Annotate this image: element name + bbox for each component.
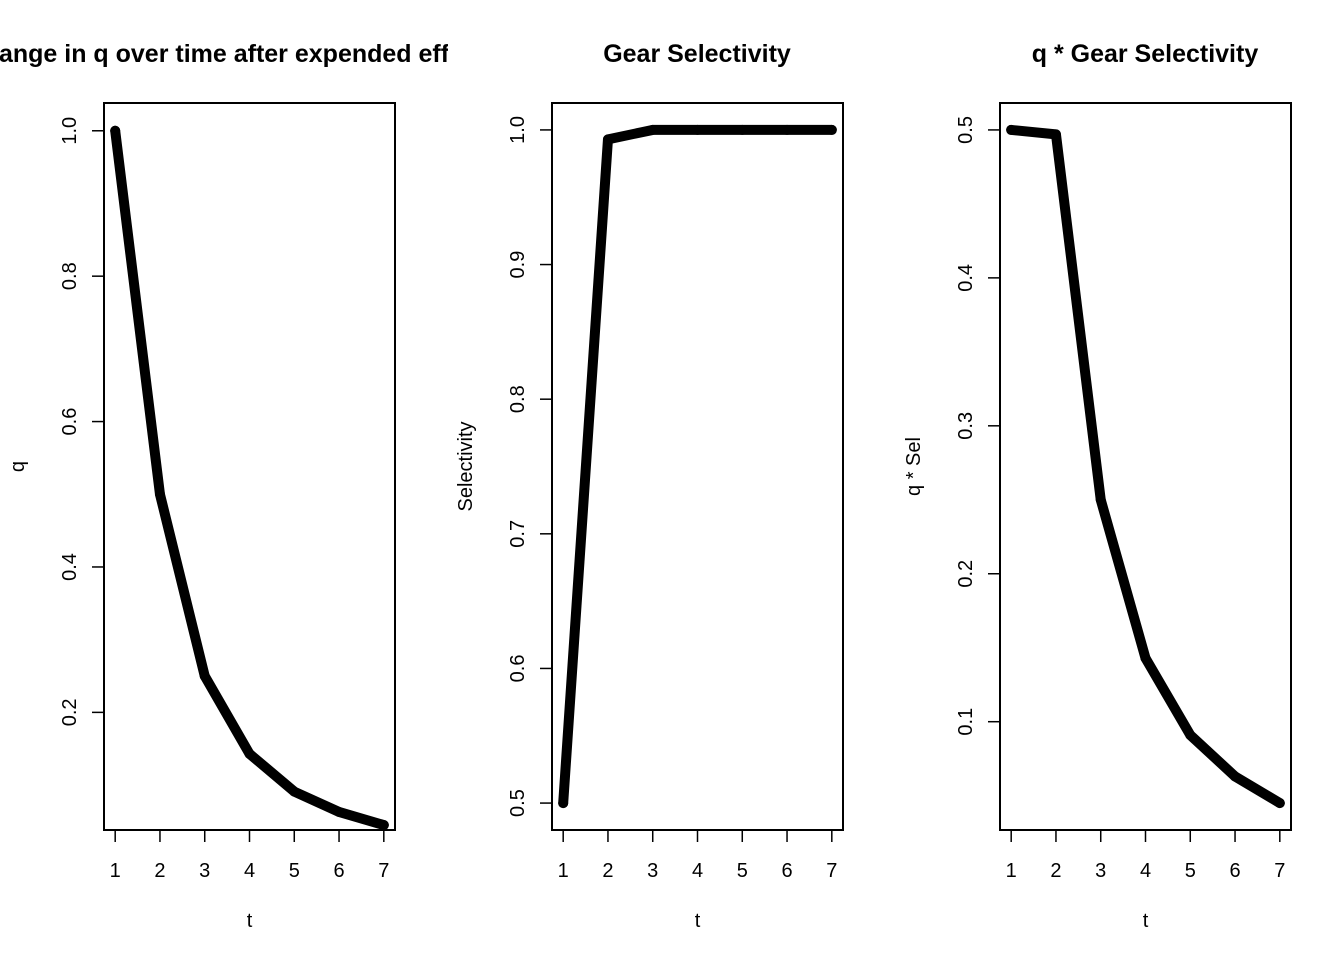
data-point	[1006, 124, 1017, 135]
data-point	[1185, 730, 1196, 741]
x-tick-label: 2	[154, 860, 165, 882]
y-tick-label: 0.9	[507, 251, 529, 279]
x-tick-label: 2	[602, 860, 613, 882]
data-point	[378, 820, 389, 831]
x-tick-label: 6	[333, 860, 344, 882]
y-axis: 0.1 0.2 0.3 0.4 0.5	[955, 116, 1001, 736]
data-point	[289, 786, 300, 797]
x-tick-label: 5	[289, 860, 300, 882]
y-tick-label: 0.7	[507, 520, 529, 548]
data-point	[199, 671, 210, 682]
x-tick-label: 5	[737, 860, 748, 882]
y-tick-label: 0.1	[955, 708, 977, 736]
y-tick-label: 0.5	[507, 789, 529, 817]
x-tick-label: 7	[826, 860, 837, 882]
data-point	[782, 124, 793, 135]
x-tick-label: 3	[1095, 860, 1106, 882]
data-point	[647, 124, 658, 135]
x-axis: 1 2 3 4 5 6 7	[110, 830, 389, 882]
chart-title: Change in q over time after expended eff…	[0, 40, 483, 68]
data-point	[334, 806, 345, 817]
y-axis-label: q	[7, 461, 29, 472]
y-tick-label: 0.6	[507, 655, 529, 683]
series-line	[1006, 124, 1285, 809]
data-point	[1274, 798, 1285, 809]
x-tick-label: 4	[244, 860, 255, 882]
plot-frame	[551, 102, 844, 831]
data-point	[1140, 653, 1151, 664]
y-tick-label: 0.8	[59, 262, 81, 290]
data-point	[110, 125, 121, 136]
y-tick-label: 1.0	[59, 117, 81, 145]
x-tick-label: 7	[1274, 860, 1285, 882]
y-tick-label: 0.3	[955, 412, 977, 440]
y-axis: 0.5 0.6 0.7 0.8 0.9 1.0	[507, 116, 553, 817]
data-point	[826, 124, 837, 135]
x-tick-label: 1	[1006, 860, 1017, 882]
x-tick-label: 4	[692, 860, 703, 882]
x-axis-label: t	[247, 910, 253, 932]
x-axis-label: t	[695, 910, 701, 932]
data-point	[602, 134, 613, 145]
x-tick-label: 6	[781, 860, 792, 882]
data-point	[244, 748, 255, 759]
y-axis: 0.2 0.4 0.6 0.8 1.0	[59, 117, 105, 726]
x-tick-label: 3	[647, 860, 658, 882]
data-point	[1230, 771, 1241, 782]
panel-q-over-time: Change in q over time after expended eff…	[0, 40, 483, 932]
x-tick-label: 7	[378, 860, 389, 882]
panel-gear-selectivity: Gear Selectivity 0.5 0.6 0.7 0.8 0.9 1.0 1 2 3 4…	[455, 40, 844, 932]
plot-frame	[103, 102, 396, 831]
x-tick-label: 3	[199, 860, 210, 882]
series-line-group	[1006, 124, 1285, 809]
data-point	[692, 124, 703, 135]
series-line	[558, 124, 837, 809]
x-tick-label: 4	[1140, 860, 1151, 882]
data-point	[1095, 494, 1106, 505]
x-tick-label: 2	[1050, 860, 1061, 882]
x-axis: 1 2 3 4 5 6 7	[1006, 830, 1285, 882]
y-axis-label: q * Sel	[903, 437, 925, 496]
plot-frame	[999, 102, 1292, 831]
series-line-group	[558, 124, 837, 809]
chart-title: Gear Selectivity	[603, 40, 791, 68]
series-line	[110, 125, 389, 831]
y-tick-label: 0.8	[507, 385, 529, 413]
y-tick-label: 0.4	[59, 553, 81, 581]
x-tick-label: 1	[110, 860, 121, 882]
series-line-group	[110, 125, 389, 831]
x-tick-label: 1	[558, 860, 569, 882]
y-axis-label: Selectivity	[455, 421, 477, 511]
x-tick-label: 5	[1185, 860, 1196, 882]
x-tick-label: 6	[1229, 860, 1240, 882]
data-point	[558, 798, 569, 809]
y-tick-label: 0.2	[955, 560, 977, 588]
chart-title: q * Gear Selectivity	[1032, 40, 1259, 68]
data-point	[1050, 129, 1061, 140]
y-tick-label: 0.5	[955, 116, 977, 144]
data-point	[154, 489, 165, 500]
y-tick-label: 0.2	[59, 698, 81, 726]
y-tick-label: 0.6	[59, 408, 81, 436]
y-tick-label: 0.4	[955, 264, 977, 292]
panel-q-times-selectivity: q * Gear Selectivity 0.1 0.2 0.3 0.4 0.5 1 2 3…	[903, 40, 1292, 932]
data-point	[737, 124, 748, 135]
y-tick-label: 1.0	[507, 116, 529, 144]
x-axis-label: t	[1143, 910, 1149, 932]
x-axis: 1 2 3 4 5 6 7	[558, 830, 837, 882]
